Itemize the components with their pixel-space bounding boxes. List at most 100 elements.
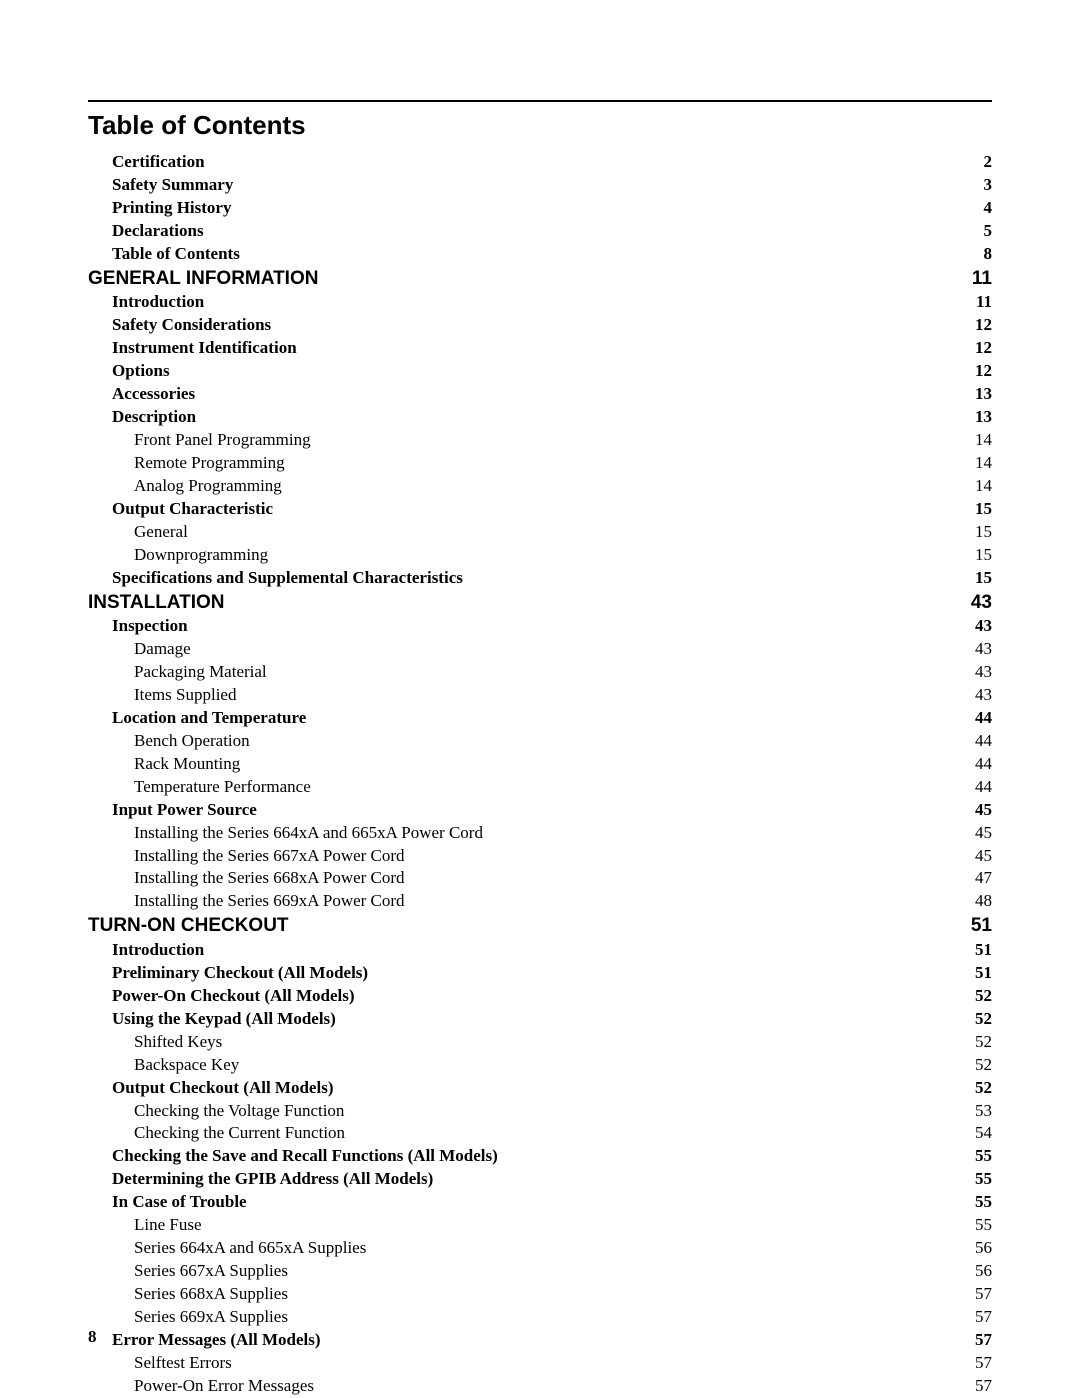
toc-entry: Location and Temperature 44 (112, 707, 992, 730)
toc-entry-label: Table of Contents (112, 243, 240, 266)
toc-entry-label: GENERAL INFORMATION (88, 266, 318, 292)
toc-entry-label: Specifications and Supplemental Characte… (112, 567, 463, 590)
toc-entry: Bench Operation 44 (134, 730, 992, 753)
toc-entry-label: Declarations (112, 220, 204, 243)
toc-entry: Accessories13 (112, 383, 992, 406)
toc-entry-label: In Case of Trouble (112, 1191, 247, 1214)
toc-entry: Error Messages (All Models)57 (112, 1329, 992, 1352)
toc-entry-label: Line Fuse (134, 1214, 202, 1237)
toc-entry-page: 51 (962, 962, 992, 985)
toc-entry-label: Safety Considerations (112, 314, 271, 337)
toc-entry-label: Installing the Series 668xA Power Cord (134, 867, 405, 890)
toc-entry-page: 55 (962, 1214, 992, 1237)
toc-entry-page: 43 (962, 684, 992, 707)
toc-entry-label: Inspection (112, 615, 188, 638)
toc-entry: Downprogramming15 (134, 544, 992, 567)
toc-entry-label: Safety Summary (112, 174, 233, 197)
toc-entry-page: 2 (962, 151, 992, 174)
toc-entry-page: 57 (962, 1306, 992, 1329)
toc-entry: Input Power Source 45 (112, 799, 992, 822)
toc-entry: Safety Considerations12 (112, 314, 992, 337)
toc-entry-label: Location and Temperature (112, 707, 306, 730)
toc-entry-page: 55 (962, 1191, 992, 1214)
toc-entry-page: 52 (962, 1008, 992, 1031)
toc-entry-page: 48 (962, 890, 992, 913)
toc-entry-page: 15 (962, 544, 992, 567)
toc-entry-page: 55 (962, 1168, 992, 1191)
toc-entry-page: 4 (962, 197, 992, 220)
toc-entry-label: Installing the Series 669xA Power Cord (134, 890, 405, 913)
toc-entry-label: Packaging Material (134, 661, 267, 684)
toc-entry: Instrument Identification12 (112, 337, 992, 360)
toc-entry-page: 56 (962, 1260, 992, 1283)
toc-entry-page: 43 (962, 590, 992, 616)
toc-entry: Damage 43 (134, 638, 992, 661)
toc-entry: Introduction 11 (112, 291, 992, 314)
toc-entry-page: 13 (962, 406, 992, 429)
toc-entry: Items Supplied43 (134, 684, 992, 707)
toc-entry-page: 51 (962, 939, 992, 962)
toc-entry-page: 15 (962, 498, 992, 521)
toc-entry: Safety Summary3 (112, 174, 992, 197)
toc-entry: Remote Programming14 (134, 452, 992, 475)
toc-entry: Certification2 (112, 151, 992, 174)
toc-entry-label: Output Characteristic (112, 498, 273, 521)
toc-entry-page: 15 (962, 567, 992, 590)
toc-entry: Installing the Series 669xA Power Cord 48 (134, 890, 992, 913)
toc-entry: Analog Programming14 (134, 475, 992, 498)
toc-entry-label: Power-On Error Messages (134, 1375, 314, 1398)
toc-entry-label: Analog Programming (134, 475, 282, 498)
toc-entry: TURN-ON CHECKOUT51 (88, 913, 992, 939)
toc-entry-page: 52 (962, 1031, 992, 1054)
toc-entry: Checking the Save and Recall Functions (… (112, 1145, 992, 1168)
toc-entry-label: Printing History (112, 197, 231, 220)
toc-entry-label: Checking the Save and Recall Functions (… (112, 1145, 498, 1168)
toc-entry-label: Bench Operation (134, 730, 250, 753)
toc-entry-page: 45 (962, 822, 992, 845)
toc-entry: Inspection 43 (112, 615, 992, 638)
toc-entry-page: 45 (962, 799, 992, 822)
toc-entry-label: Preliminary Checkout (All Models) (112, 962, 368, 985)
toc-entry: Installing the Series 664xA and 665xA Po… (134, 822, 992, 845)
toc-entry: Power-On Checkout (All Models)52 (112, 985, 992, 1008)
toc-entry: Installing the Series 667xA Power Cord45 (134, 845, 992, 868)
page-number: 8 (88, 1327, 97, 1347)
toc-entry-page: 47 (962, 867, 992, 890)
toc-entry: Using the Keypad (All Models)52 (112, 1008, 992, 1031)
toc-entry-page: 44 (962, 730, 992, 753)
toc-entry: Series 669xA Supplies57 (134, 1306, 992, 1329)
toc-entry: INSTALLATION43 (88, 590, 992, 616)
toc-entry-label: Series 667xA Supplies (134, 1260, 288, 1283)
toc-entry-page: 57 (962, 1375, 992, 1398)
toc-entry: Output Characteristic 15 (112, 498, 992, 521)
toc-entry-label: Damage (134, 638, 191, 661)
toc-entry: Options12 (112, 360, 992, 383)
toc-entry-page: 52 (962, 985, 992, 1008)
toc-entry-label: Series 668xA Supplies (134, 1283, 288, 1306)
toc-entry-label: Determining the GPIB Address (All Models… (112, 1168, 433, 1191)
toc-entry-page: 11 (962, 291, 992, 314)
toc-entry: Temperature Performance44 (134, 776, 992, 799)
toc-entry: Checking the Current Function54 (134, 1122, 992, 1145)
toc-entry-label: Selftest Errors (134, 1352, 232, 1375)
toc-entry-page: 51 (962, 913, 992, 939)
toc-entry-page: 12 (962, 337, 992, 360)
toc-entry: Series 667xA Supplies 56 (134, 1260, 992, 1283)
toc-entry-label: Checking the Voltage Function (134, 1100, 344, 1123)
toc-entry-page: 5 (962, 220, 992, 243)
toc-entry-page: 54 (962, 1122, 992, 1145)
toc-entry-page: 12 (962, 360, 992, 383)
toc-entry: GENERAL INFORMATION11 (88, 266, 992, 292)
toc-entry: Rack Mounting44 (134, 753, 992, 776)
toc-container: Certification2Safety Summary3Printing Hi… (88, 151, 992, 1398)
toc-entry: Line Fuse 55 (134, 1214, 992, 1237)
toc-entry-label: Series 664xA and 665xA Supplies (134, 1237, 366, 1260)
toc-entry: Determining the GPIB Address (All Models… (112, 1168, 992, 1191)
toc-entry-label: Input Power Source (112, 799, 257, 822)
toc-entry-page: 44 (962, 707, 992, 730)
toc-entry-page: 43 (962, 638, 992, 661)
toc-entry-label: Introduction (112, 291, 204, 314)
toc-entry-page: 43 (962, 615, 992, 638)
toc-entry-page: 56 (962, 1237, 992, 1260)
toc-entry: General15 (134, 521, 992, 544)
